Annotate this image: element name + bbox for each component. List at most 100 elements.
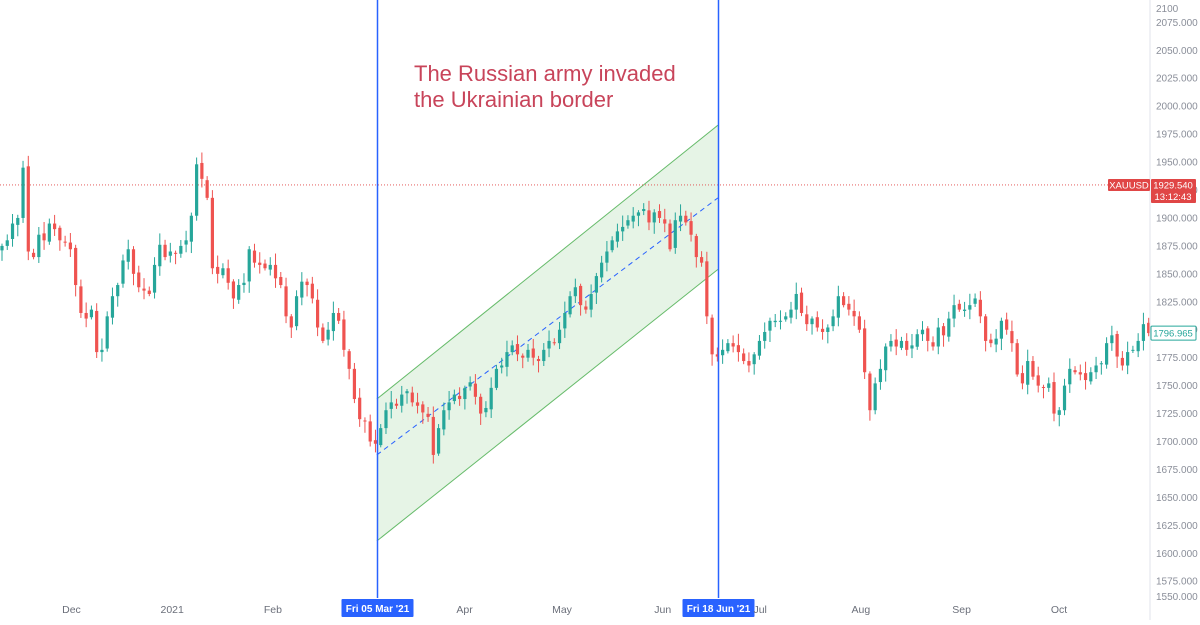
candle-body [795,294,798,310]
candle-body [32,253,35,257]
candle-body [1094,366,1097,373]
candle-body [905,341,908,350]
candle-body [895,340,898,347]
candle-body [584,306,587,309]
candle-body [1000,321,1003,339]
annotation-line-1: The Russian army invaded [414,61,676,86]
candle-body [384,410,387,428]
y-tick-label: 1650.000 [1156,493,1198,504]
candle-body [737,345,740,352]
candle-body [1058,410,1061,415]
candle-body [158,245,161,266]
candle-body [958,304,961,310]
candle-body [974,298,977,303]
candle-body [11,224,14,239]
candle-body [437,428,440,453]
candle-body [374,440,377,444]
candle-body [216,267,219,274]
candle-body [816,317,819,327]
y-tick-label: 1700.000 [1156,437,1198,448]
candle-body [1042,387,1045,388]
candle-body [327,330,330,340]
candle-body [206,180,209,198]
candle-body [805,314,808,324]
candle-body [253,251,256,263]
candle-body [937,328,940,347]
candle-body [979,300,982,317]
candle-body [106,316,109,348]
candle-body [821,329,824,332]
countdown-timer: 13:12:43 [1155,192,1192,203]
x-tick-label: May [552,604,573,616]
candle-body [963,310,966,311]
candle-body [853,311,856,316]
y-tick-label: 1850.000 [1156,269,1198,280]
candle-body [679,216,682,222]
candle-body [337,313,340,321]
candle-body [1137,341,1140,351]
candle-body [889,341,892,347]
candle-body [942,326,945,335]
candle-body [568,296,571,314]
candle-body [490,388,493,409]
last-price-value: 1796.965 [1153,329,1193,340]
x-tick-label: Sep [952,604,971,616]
candle-body [363,421,366,422]
candle-body [311,284,314,299]
candle-body [64,242,67,243]
candle-body [0,246,3,250]
candle-body [810,319,813,325]
y-tick-label: 2075.000 [1156,18,1198,29]
candle-body [658,211,661,218]
candle-body [321,328,324,341]
y-tick-label: 1900.000 [1156,213,1198,224]
candle-body [479,397,482,414]
candle-body [605,251,608,262]
candle-body [1079,372,1082,374]
candle-body [432,417,435,455]
candle-body [537,359,540,361]
candle-body [674,220,677,248]
candle-body [600,263,603,278]
candle-body [474,384,477,397]
candle-body [263,264,266,269]
candle-body [258,263,261,265]
candle-body [395,404,398,406]
candle-body [995,339,998,345]
candle-body [284,286,287,316]
candle-body [789,310,792,318]
candle-body [1142,324,1145,341]
candle-body [984,316,987,341]
candle-body [768,321,771,331]
candle-body [1016,343,1019,374]
candle-body [931,342,934,346]
x-tick-label: Aug [852,604,871,616]
candle-body [668,224,671,250]
candle-body [242,283,245,285]
candle-body [137,273,140,288]
candle-body [616,231,619,241]
candle-body [453,395,456,401]
candle-body [163,245,166,257]
candle-body [579,286,582,305]
candle-body [595,276,598,293]
candle-body [442,410,445,429]
candle-body [237,285,240,300]
candle-body [58,228,61,241]
vertical-marker-label: Fri 05 Mar '21 [346,604,410,615]
candle-body [968,305,971,309]
candle-body [542,350,545,361]
y-tick-label: 1600.000 [1156,549,1198,560]
candle-body [95,311,98,352]
y-tick-label-top: 2100 [1156,4,1179,15]
candle-body [85,313,88,319]
candle-body [142,289,145,291]
candle-body [185,240,188,244]
candle-body [127,249,130,262]
candle-body [553,342,556,343]
candle-body [153,265,156,293]
candle-body [500,366,503,368]
symbol-label: XAUUSD [1109,180,1149,191]
